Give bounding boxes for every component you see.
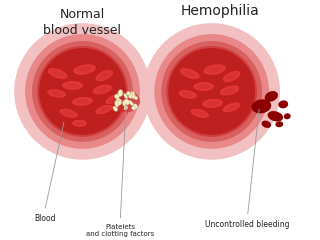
Ellipse shape <box>76 99 88 104</box>
Ellipse shape <box>115 94 119 99</box>
Ellipse shape <box>116 98 120 104</box>
Circle shape <box>26 35 139 148</box>
Ellipse shape <box>180 68 200 79</box>
Ellipse shape <box>115 101 119 107</box>
Text: Blood: Blood <box>34 214 55 223</box>
Circle shape <box>40 49 125 134</box>
Ellipse shape <box>265 91 278 102</box>
Ellipse shape <box>261 120 271 128</box>
Ellipse shape <box>178 90 198 99</box>
Circle shape <box>155 35 268 148</box>
Ellipse shape <box>105 94 119 105</box>
Ellipse shape <box>126 91 130 95</box>
Ellipse shape <box>97 87 108 92</box>
Ellipse shape <box>125 100 129 103</box>
Ellipse shape <box>124 106 128 110</box>
Ellipse shape <box>118 99 122 104</box>
Ellipse shape <box>222 70 241 83</box>
Ellipse shape <box>130 93 132 99</box>
Ellipse shape <box>92 84 113 95</box>
Ellipse shape <box>208 67 221 72</box>
Ellipse shape <box>99 72 109 79</box>
Ellipse shape <box>112 90 140 112</box>
Ellipse shape <box>72 119 87 127</box>
Ellipse shape <box>47 68 68 79</box>
Ellipse shape <box>63 111 74 116</box>
Ellipse shape <box>118 90 123 96</box>
Circle shape <box>33 42 132 141</box>
Ellipse shape <box>52 71 63 77</box>
Ellipse shape <box>61 80 84 90</box>
Ellipse shape <box>123 100 127 105</box>
Ellipse shape <box>132 95 136 99</box>
Ellipse shape <box>113 106 118 111</box>
Ellipse shape <box>72 96 93 106</box>
Ellipse shape <box>59 108 78 118</box>
Circle shape <box>38 47 127 136</box>
Text: Uncontrolled bleeding: Uncontrolled bleeding <box>205 220 290 229</box>
Circle shape <box>144 24 279 159</box>
Ellipse shape <box>116 101 121 105</box>
Ellipse shape <box>202 98 224 108</box>
Ellipse shape <box>129 100 133 106</box>
Ellipse shape <box>108 97 116 102</box>
Text: Normal
blood vessel: Normal blood vessel <box>44 8 122 37</box>
Ellipse shape <box>78 67 91 72</box>
Ellipse shape <box>123 101 127 107</box>
Ellipse shape <box>278 100 288 108</box>
Circle shape <box>162 42 261 141</box>
Ellipse shape <box>222 102 241 113</box>
Ellipse shape <box>128 94 132 98</box>
Ellipse shape <box>275 121 283 127</box>
Ellipse shape <box>224 88 235 93</box>
Ellipse shape <box>132 106 136 110</box>
Ellipse shape <box>193 82 215 91</box>
Circle shape <box>167 47 256 136</box>
Ellipse shape <box>75 121 84 125</box>
Ellipse shape <box>95 104 114 115</box>
Ellipse shape <box>182 92 193 97</box>
Ellipse shape <box>220 85 240 96</box>
Ellipse shape <box>284 113 291 119</box>
Ellipse shape <box>227 73 236 80</box>
Ellipse shape <box>67 83 78 88</box>
Ellipse shape <box>95 69 114 82</box>
Ellipse shape <box>198 84 210 89</box>
Ellipse shape <box>203 64 227 75</box>
Ellipse shape <box>207 101 219 106</box>
Circle shape <box>169 49 254 134</box>
Text: Platelets
and clotting factors: Platelets and clotting factors <box>86 224 154 237</box>
Ellipse shape <box>268 111 283 121</box>
Ellipse shape <box>131 91 135 96</box>
Ellipse shape <box>73 64 96 75</box>
Circle shape <box>15 24 150 159</box>
Ellipse shape <box>195 111 205 116</box>
Ellipse shape <box>252 99 271 114</box>
Ellipse shape <box>190 108 209 118</box>
Ellipse shape <box>124 93 128 99</box>
Ellipse shape <box>226 105 237 110</box>
Ellipse shape <box>184 71 196 77</box>
Ellipse shape <box>51 91 62 96</box>
Ellipse shape <box>134 96 138 100</box>
Ellipse shape <box>124 99 129 105</box>
Ellipse shape <box>47 89 67 98</box>
Ellipse shape <box>133 104 138 109</box>
Text: Hemophilia: Hemophilia <box>180 4 259 18</box>
Ellipse shape <box>99 107 109 112</box>
